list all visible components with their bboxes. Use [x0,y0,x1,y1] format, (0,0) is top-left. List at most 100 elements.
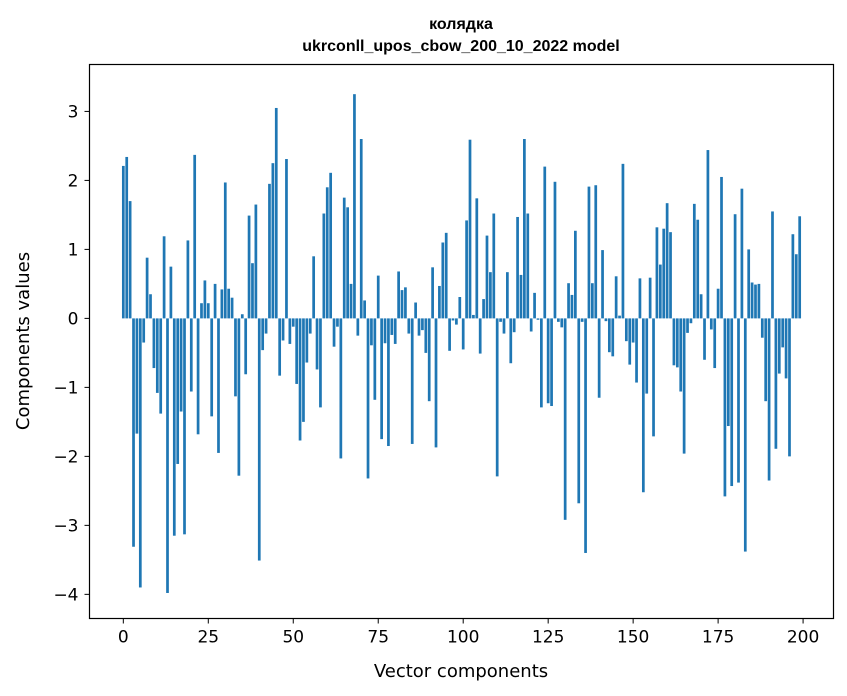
bar-44 [271,163,275,319]
bar-83 [404,287,407,319]
bar-11 [159,318,163,414]
y-tick-label: −1 [53,378,78,398]
bar-130 [563,318,567,520]
bar-12 [162,236,166,319]
bar-33 [234,318,237,397]
bar-46 [278,318,282,376]
bar-29 [220,289,224,319]
bar-144 [611,318,615,357]
bar-85 [410,318,414,444]
bar-129 [560,318,564,328]
bar-157 [655,227,659,319]
bar-32 [230,297,234,319]
bar-143 [607,318,611,353]
bar-133 [574,230,577,319]
bar-22 [196,318,200,435]
bar-4 [135,318,139,434]
bar-47 [281,318,285,341]
x-tick-label: 200 [787,628,819,648]
bar-106 [482,299,485,319]
bar-167 [689,318,693,324]
bar-166 [686,318,689,333]
bar-176 [720,176,723,319]
bar-187 [757,283,761,319]
bar-101 [465,220,468,319]
bar-0 [121,165,125,319]
bar-160 [665,203,669,319]
bar-171 [703,318,706,360]
bar-59 [322,213,326,319]
bar-60 [325,187,329,319]
bar-141 [601,250,604,319]
bar-49 [288,318,292,344]
bar-94 [441,242,445,319]
bar-188 [760,318,764,338]
bar-35 [240,314,244,319]
bar-2 [128,201,132,319]
bar-131 [567,283,570,319]
bar-68 [353,94,356,319]
chart-subtitle: ukrconll_upos_cbow_200_10_2022 model [302,38,619,55]
bar-195 [784,318,788,379]
x-tick-label: 75 [367,628,389,648]
bar-51 [295,318,299,384]
x-tick-label: 175 [702,628,734,648]
bar-25 [206,303,210,319]
bar-74 [373,318,377,400]
bar-119 [526,213,530,319]
bar-194 [781,318,785,348]
bar-147 [621,163,625,319]
bar-136 [584,318,587,553]
bars-group [121,94,802,593]
bar-71 [363,300,366,319]
bar-146 [618,315,621,319]
bar-110 [495,318,499,477]
bar-45 [274,107,278,319]
bar-70 [359,139,363,319]
bar-15 [172,318,176,536]
bar-52 [298,318,302,441]
bar-77 [383,318,387,344]
bar-5 [138,318,142,588]
bar-69 [356,318,360,336]
bar-40 [257,318,261,561]
bar-42 [264,318,268,334]
bar-21 [193,154,197,319]
bar-117 [519,274,523,319]
bar-184 [747,249,751,319]
bar-191 [771,211,774,319]
bar-186 [754,284,757,319]
bar-177 [723,318,727,497]
bar-30 [223,182,227,319]
bar-66 [346,207,349,319]
bar-182 [740,188,744,319]
bar-54 [305,318,309,363]
bar-163 [675,318,679,368]
bar-121 [533,292,536,319]
x-tick-label: 125 [532,628,564,648]
bar-132 [570,294,574,319]
bar-78 [387,318,390,447]
bar-198 [794,254,798,319]
bar-96 [448,318,451,351]
x-tick-label: 150 [617,628,649,648]
bar-105 [478,318,482,354]
bar-57 [315,318,319,370]
x-tick-label: 50 [282,628,304,648]
bar-126 [550,318,553,407]
bar-111 [499,318,502,322]
bar-84 [407,318,411,334]
y-axis: −4 −3 −2 −1 0 1 2 3 [53,102,90,605]
bar-16 [176,318,180,464]
bar-67 [349,283,353,319]
bar-156 [652,318,655,437]
bar-151 [635,318,638,383]
bar-19 [186,240,190,319]
bar-104 [475,198,479,319]
bar-95 [444,232,448,319]
bar-150 [631,318,635,343]
bar-168 [692,203,696,319]
bar-8 [149,294,152,319]
bar-122 [536,318,540,320]
